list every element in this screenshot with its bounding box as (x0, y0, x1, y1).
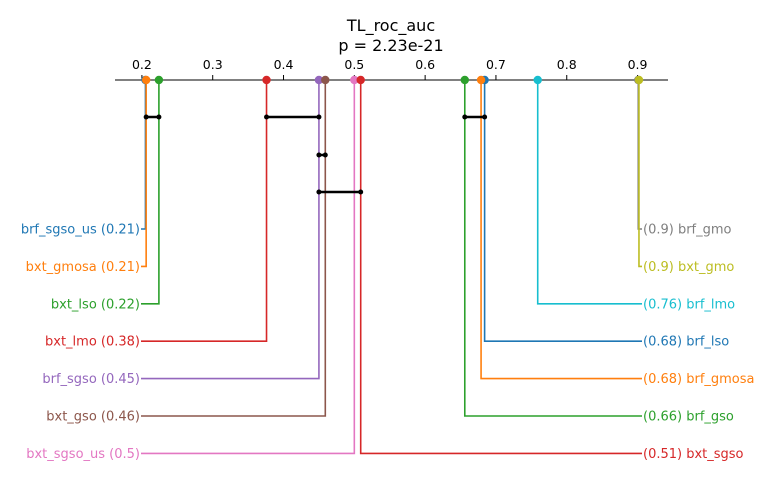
right-label-bxt_sgso: (0.51) bxt_sgso (643, 447, 744, 462)
rank-marker-brf_lmo (533, 75, 542, 85)
left-stem-brf_sgso (141, 80, 320, 380)
clique-end-dot (156, 114, 162, 120)
right-stem-brf_gmosa (480, 80, 642, 380)
rank-marker-bxt_sgso_us (350, 75, 359, 85)
rank-marker-bxt_lso (154, 75, 164, 85)
rank-marker-bxt_gmosa (141, 75, 151, 85)
clique-end-dot (358, 189, 364, 195)
right-stem-bxt_gmo (638, 80, 642, 268)
right-stem-bxt_sgso (359, 80, 642, 455)
left-stem-brf_sgso_us (141, 80, 147, 230)
right-label-brf_lmo: (0.76) brf_lmo (643, 297, 735, 312)
clique-end-dot (143, 114, 149, 120)
rank-marker-bxt_gmo (634, 75, 644, 85)
x-tick-label: 0.3 (203, 57, 223, 72)
rank-marker-brf_gmosa (476, 75, 486, 85)
left-label-brf_sgso_us: brf_sgso_us (0.21) (21, 223, 140, 238)
clique-end-dot (316, 189, 322, 195)
right-label-bxt_gmo: (0.9) bxt_gmo (643, 260, 734, 275)
row-labels: brf_sgso_us (0.21) bxt_gmosa (0.21) bxt_ls… (21, 223, 755, 462)
left-stem-bxt_gso (141, 80, 327, 417)
clique-end-dot (482, 114, 488, 120)
right-label-brf_gmo: (0.9) brf_gmo (643, 223, 732, 238)
rank-marker-brf_sgso (314, 75, 324, 85)
x-tick-label: 0.5 (344, 57, 364, 72)
x-tick-label: 0.7 (486, 57, 506, 72)
x-tick-label: 0.9 (628, 57, 648, 72)
left-stem-bxt_lmo (141, 80, 268, 343)
right-label-brf_gso: (0.66) brf_gso (643, 410, 734, 425)
right-label-brf_lso: (0.68) brf_lso (643, 335, 729, 350)
left-stem-bxt_sgso_us (141, 80, 356, 455)
clique-end-dot (316, 152, 322, 158)
clique-end-dot (462, 114, 468, 120)
rank-marker-bxt_sgso (356, 75, 365, 85)
rank-marker-bxt_lmo (262, 75, 271, 85)
left-label-bxt_lmo: bxt_lmo (0.38) (45, 335, 140, 350)
rank-marker-bxt_gso (321, 75, 330, 85)
x-tick-label: 0.2 (132, 57, 152, 72)
left-label-brf_sgso: brf_sgso (0.45) (42, 372, 140, 387)
left-stem-bxt_lso (141, 80, 160, 305)
left-label-bxt_lso: bxt_lso (0.22) (51, 297, 140, 312)
right-stem-brf_lmo (536, 80, 642, 305)
chart-title: TL_roc_auc (346, 16, 435, 36)
left-label-bxt_gmosa: bxt_gmosa (0.21) (26, 260, 140, 275)
right-label-brf_gmosa: (0.68) brf_gmosa (643, 372, 755, 387)
x-tick-label: 0.6 (415, 57, 435, 72)
chart-subtitle: p = 2.23e-21 (338, 36, 443, 55)
stem-lines (141, 80, 642, 455)
x-tick-label: 0.8 (557, 57, 577, 72)
clique-end-dot (264, 114, 270, 120)
clique-end-dot (316, 114, 322, 120)
left-label-bxt_sgso_us: bxt_sgso_us (0.5) (26, 447, 140, 462)
rank-markers (141, 75, 644, 85)
right-stem-brf_gso (463, 80, 642, 417)
x-tick-label: 0.4 (274, 57, 294, 72)
rank-marker-brf_gso (460, 75, 469, 85)
left-stem-bxt_gmosa (141, 80, 147, 268)
clique-end-dot (322, 152, 328, 158)
right-stem-brf_lso (483, 80, 642, 343)
left-label-bxt_gso: bxt_gso (0.46) (46, 410, 140, 425)
clique-bars (143, 114, 488, 195)
x-axis-ticks: 0.2 0.3 0.4 0.5 0.6 0.7 0.8 0.9 (132, 57, 648, 80)
